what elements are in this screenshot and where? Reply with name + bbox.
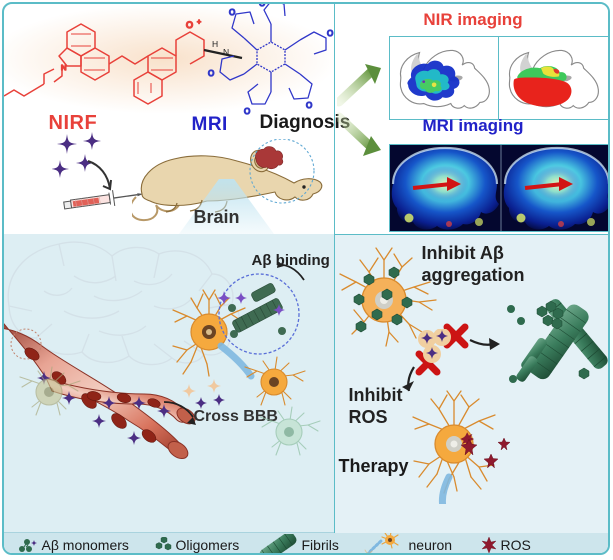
svg-text:O: O bbox=[327, 29, 333, 38]
svg-text:O: O bbox=[306, 101, 312, 110]
svg-text:O: O bbox=[208, 69, 214, 78]
svg-text:O: O bbox=[244, 107, 250, 116]
svg-text:+: + bbox=[197, 19, 201, 26]
svg-text:H: H bbox=[212, 39, 218, 49]
svg-text:O: O bbox=[186, 20, 193, 30]
svg-text:O: O bbox=[229, 8, 235, 17]
svg-text:N: N bbox=[223, 47, 229, 57]
svg-text:O: O bbox=[259, 4, 265, 8]
